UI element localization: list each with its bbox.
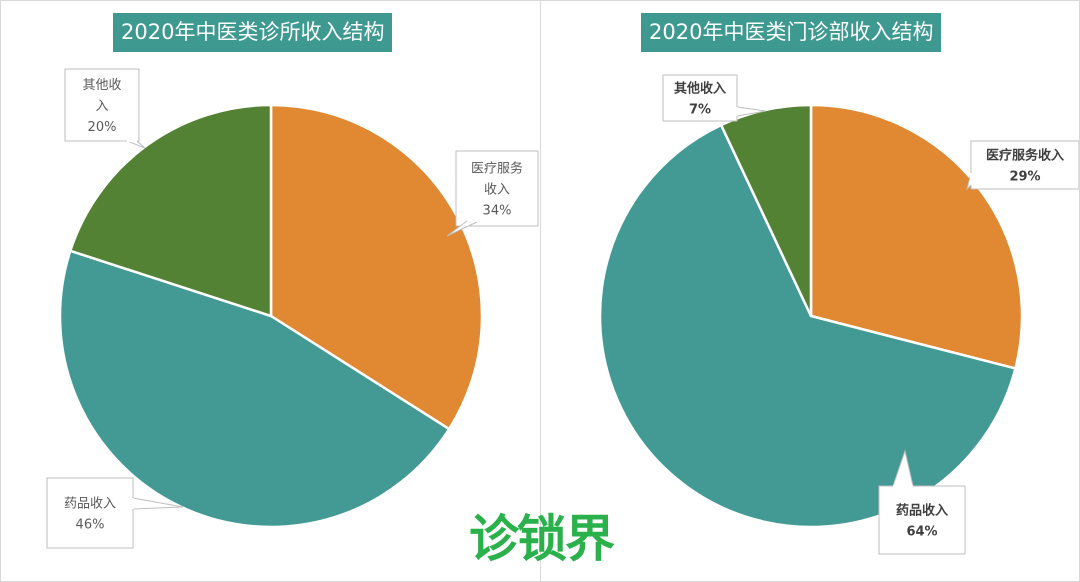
watermark-logo: 诊锁界 bbox=[469, 510, 615, 568]
chart-title-outpatient: 2020年中医类门诊部收入结构 bbox=[641, 13, 942, 52]
callout-box-medicine bbox=[878, 485, 966, 555]
callout-box-medicine bbox=[46, 477, 134, 549]
category-label-medicine: 药品收入 bbox=[64, 497, 116, 512]
data-label-medicine: 46% bbox=[76, 518, 105, 533]
panel-divider bbox=[540, 1, 541, 581]
data-label-medicine: 64% bbox=[906, 525, 937, 540]
pie-chart-outpatient: 医疗服务收入 29% 药品收入 64% 其他收入 7% bbox=[598, 74, 1079, 555]
pie-slice-medicine bbox=[598, 123, 1017, 529]
category-label-other: 其他收 bbox=[82, 78, 121, 93]
callout-box-medical-service bbox=[455, 150, 539, 227]
pie-slice-other bbox=[68, 103, 273, 318]
pie-slice-other bbox=[719, 103, 813, 317]
data-label-medical-service: 34% bbox=[483, 204, 512, 219]
data-label-medical-service: 29% bbox=[1009, 170, 1040, 185]
callout-pointer-other bbox=[126, 140, 146, 149]
data-label-other: 7% bbox=[689, 103, 711, 118]
category-label-medical-service: 收入 bbox=[484, 183, 510, 198]
category-label-other: 其他收入 bbox=[674, 81, 726, 97]
data-label-other: 20% bbox=[88, 120, 117, 135]
chart-title-clinic: 2020年中医类诊所收入结构 bbox=[113, 13, 393, 52]
pie-chart-clinic: 医疗服务收入 34% 药品收入 46% 其他收入 20% bbox=[46, 68, 539, 549]
category-label-medicine: 药品收入 bbox=[896, 503, 948, 519]
callout-box-other bbox=[662, 74, 738, 122]
category-label-other: 入 bbox=[95, 99, 108, 114]
callout-box-other bbox=[64, 68, 140, 142]
category-label-medical-service: 医疗服务 bbox=[471, 161, 523, 177]
callout-box-medical-service bbox=[970, 140, 1079, 190]
category-label-medical-service: 医疗服务收入 bbox=[986, 148, 1064, 164]
